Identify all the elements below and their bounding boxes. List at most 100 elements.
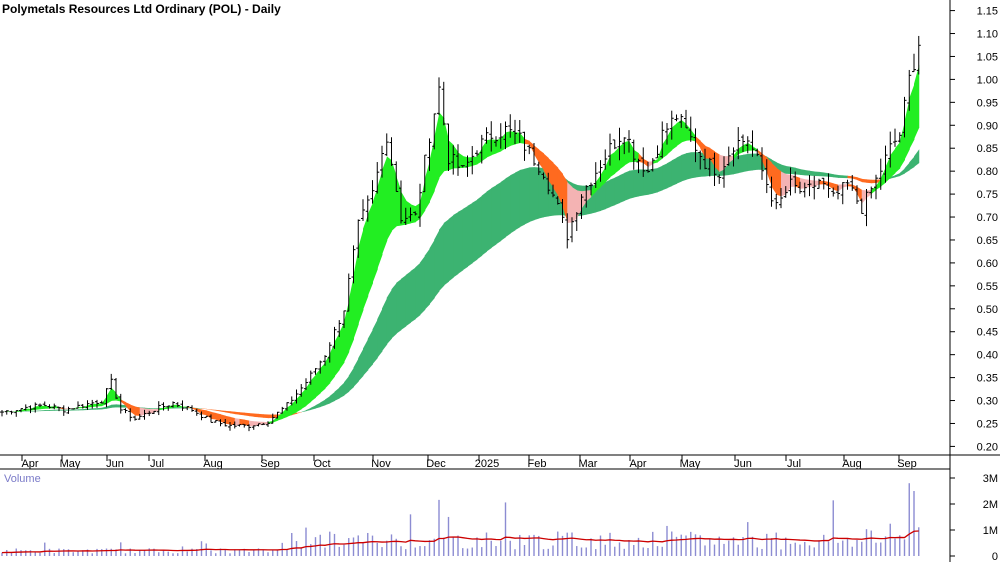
y-tick-label: 0.25 [977,418,998,430]
long-term-ribbon-segment [254,414,259,418]
y-tick-label: 0.55 [977,281,998,293]
volume-bar [833,500,834,556]
volume-bar [187,551,188,556]
y-tick-label: 1.10 [977,29,998,41]
long-term-ribbon-segment [259,414,264,418]
volume-bar [571,533,572,556]
volume-bar [58,549,59,556]
long-term-ribbon-segment [800,169,805,175]
volume-bar [134,553,135,556]
volume-bar [172,553,173,556]
volume-bar [263,550,264,556]
long-term-ribbon-segment [392,283,397,339]
short-term-ribbon-segment [363,214,368,310]
volume-bar [624,549,625,556]
volume-bar [25,550,26,556]
volume-bar [339,547,340,556]
volume-bar [139,550,140,556]
volume-bar [643,547,644,556]
short-term-ribbon-segment [377,170,382,269]
long-term-ribbon-segment [534,167,539,220]
volume-bar [704,545,705,556]
volume-bar [780,549,781,556]
volume-bar [30,550,31,556]
x-tick-label: Jun [734,458,752,470]
volume-bar [709,539,710,556]
x-tick-label: 2025 [475,458,499,470]
y-tick-label: 0.95 [977,97,998,109]
x-tick-label: Oct [313,458,330,470]
volume-bar [733,537,734,556]
long-term-ribbon-segment [487,188,492,251]
x-tick-label: Apr [21,458,38,470]
x-tick-label: Sep [897,458,917,470]
volume-bar [210,550,211,556]
long-term-ribbon-segment [463,206,468,270]
volume-bar [728,541,729,556]
long-term-ribbon-segment [643,169,648,195]
volume-bar [548,549,549,556]
volume-bar [225,549,226,556]
volume-bar [286,549,287,556]
long-term-ribbon-segment [396,279,401,334]
long-term-ribbon-segment [387,289,392,344]
long-term-ribbon-segment [838,175,843,178]
long-term-ribbon-segment [415,263,420,320]
x-tick-label: Aug [203,458,223,470]
volume-bar [462,548,463,556]
volume-tick-label: 3M [983,473,998,485]
volume-bar [106,549,107,556]
short-term-ribbon-segment [373,187,378,283]
volume-bar [400,546,401,556]
x-tick-label: Mar [579,458,598,470]
short-term-ribbon-segment [211,412,216,420]
long-term-ribbon-segment [501,178,506,240]
volume-bar [481,547,482,556]
volume-bar [814,547,815,556]
volume-bar [799,545,800,556]
long-term-ribbon-segment [69,410,74,411]
long-term-ribbon-segment [672,158,677,186]
long-term-ribbon-segment [814,171,819,176]
long-term-ribbon-segment [605,180,610,209]
volume-tick-label: 1M [983,525,998,537]
volume-bar [168,552,169,556]
volume-bar [647,548,648,556]
volume-bar [35,552,36,556]
x-tick-label: Jun [106,458,124,470]
long-term-ribbon-segment [173,407,178,408]
volume-bar [847,538,848,556]
x-tick-label: Dec [426,458,446,470]
volume-bar [476,537,477,556]
volume-bar [913,491,914,556]
volume-bar [372,536,373,556]
short-term-ribbon-segment [672,123,677,150]
volume-bar [543,549,544,556]
long-term-ribbon-segment [482,192,487,256]
volume-bar [757,547,758,556]
y-tick-label: 0.85 [977,143,998,155]
volume-bar [581,548,582,556]
volume-bar [766,534,767,556]
volume-bar [54,553,55,556]
volume-bar [305,528,306,556]
y-tick-label: 1.05 [977,51,998,63]
long-term-ribbon-segment [810,171,815,176]
volume-bar [619,542,620,556]
volume-bar [348,538,349,556]
volume-bar [201,541,202,556]
long-term-ribbon-segment [263,414,268,418]
volume-bar [609,533,610,556]
volume-bar [410,514,411,556]
volume-bar [163,551,164,556]
volume-bar [358,535,359,556]
long-term-ribbon-segment [677,155,682,184]
volume-bar [752,537,753,556]
volume-bar [904,539,905,556]
volume-bar [92,553,93,556]
long-term-ribbon-segment [406,271,411,326]
volume-bar [595,549,596,556]
x-tick-label: Nov [371,458,391,470]
volume-bar [823,535,824,556]
